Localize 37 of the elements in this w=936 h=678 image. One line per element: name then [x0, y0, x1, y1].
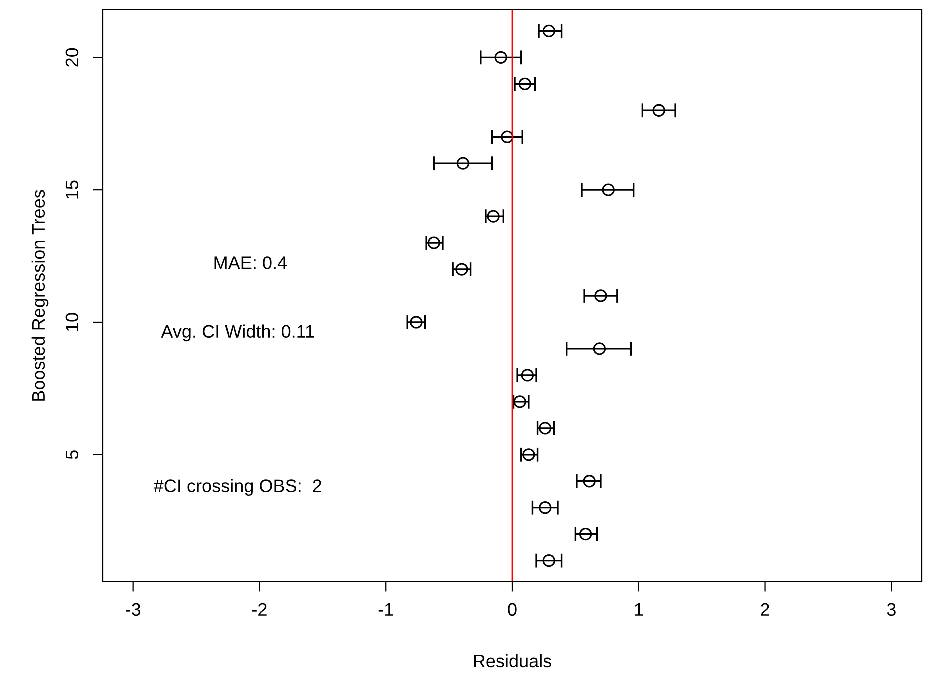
point — [652, 104, 666, 117]
point — [579, 528, 592, 541]
y-axis-title: Boosted Regression Trees — [32, 190, 49, 401]
x-tick-label: 2 — [761, 603, 770, 616]
point — [539, 502, 552, 514]
x-tick-label: 1 — [635, 603, 644, 616]
point — [583, 475, 596, 488]
x-tick-label: -1 — [378, 603, 394, 616]
point — [593, 342, 606, 356]
annotation: MAE: 0.4 — [214, 256, 288, 270]
y-tick-label: 10 — [66, 313, 79, 332]
point — [487, 210, 500, 223]
y-tick-label: 20 — [66, 48, 79, 67]
point — [522, 448, 536, 462]
x-tick-label: -2 — [252, 603, 267, 616]
x-tick-label: 0 — [508, 603, 517, 616]
point — [542, 554, 556, 568]
point — [518, 78, 532, 90]
point — [521, 369, 534, 382]
annotation: #CI crossing OBS: 2 — [154, 479, 322, 496]
x-tick-label: -3 — [126, 603, 141, 616]
point — [428, 236, 440, 250]
point — [494, 51, 508, 64]
point — [456, 263, 468, 276]
point — [539, 422, 552, 435]
annotation: Avg. CI Width: 0.11 — [161, 324, 314, 342]
point — [501, 130, 514, 144]
point — [456, 157, 470, 170]
y-tick-label: 15 — [66, 180, 79, 199]
point — [514, 396, 526, 408]
x-axis-title: Residuals — [474, 654, 552, 668]
point — [594, 290, 608, 302]
point — [602, 184, 615, 196]
point — [410, 316, 423, 329]
y-tick-label: 5 — [66, 450, 79, 460]
x-tick-label: 3 — [887, 603, 896, 616]
point — [542, 24, 556, 38]
